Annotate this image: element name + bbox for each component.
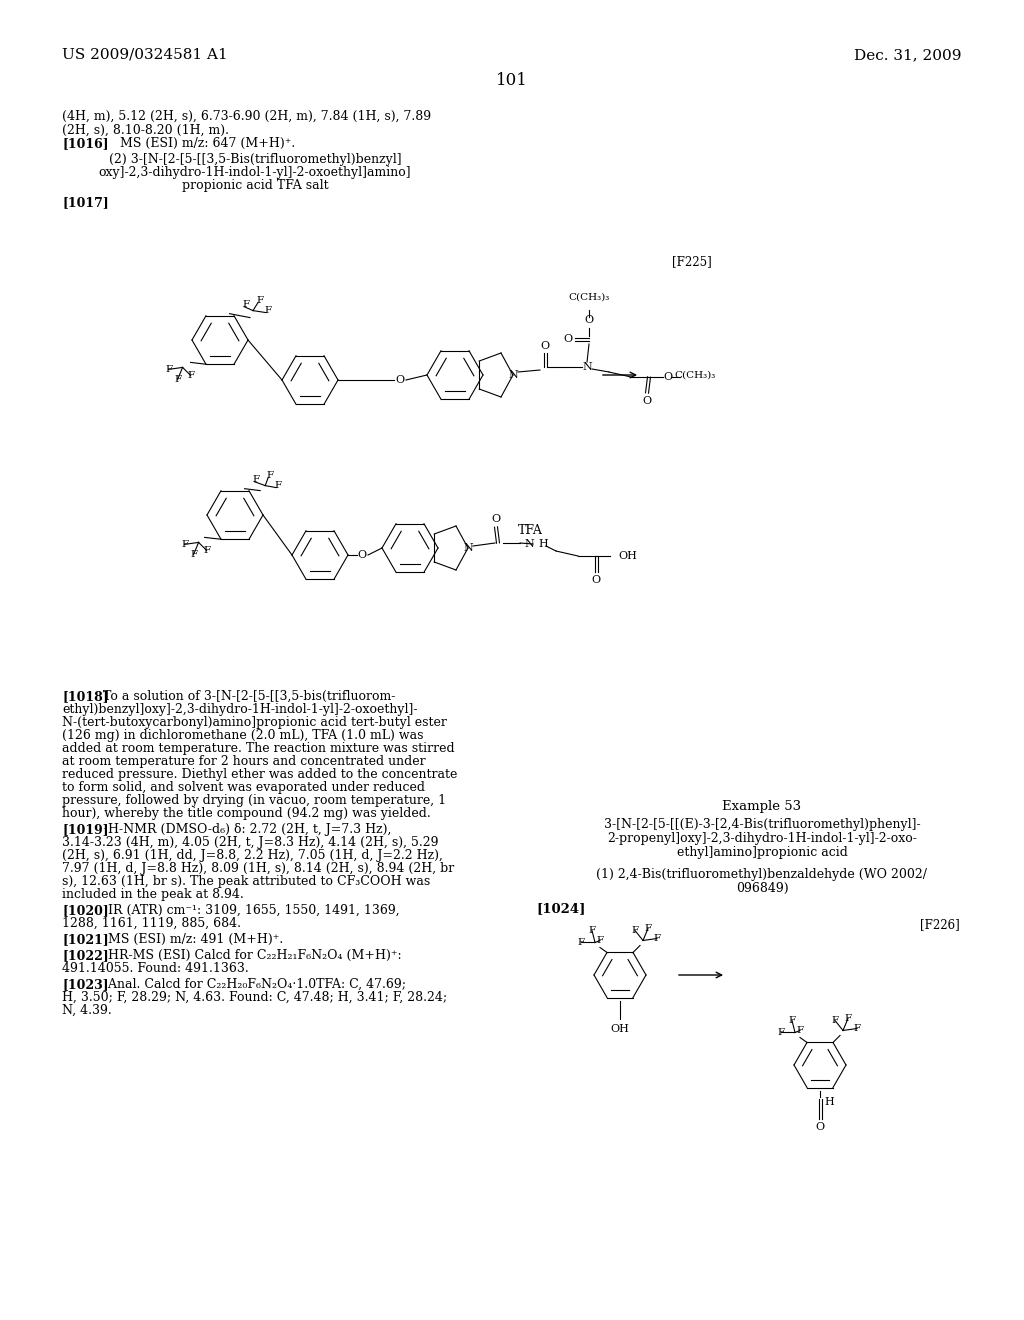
Text: O: O xyxy=(815,1122,824,1133)
Text: 101: 101 xyxy=(496,73,528,88)
Text: F: F xyxy=(797,1026,804,1035)
Text: N-(tert-butoxycarbonyl)amino]propionic acid tert-butyl ester: N-(tert-butoxycarbonyl)amino]propionic a… xyxy=(62,715,446,729)
Text: C(CH₃)₃: C(CH₃)₃ xyxy=(675,371,716,380)
Text: oxy]-2,3-dihydro-1H-indol-1-yl]-2-oxoethyl]amino]: oxy]-2,3-dihydro-1H-indol-1-yl]-2-oxoeth… xyxy=(98,166,412,180)
Text: 1288, 1161, 1119, 885, 684.: 1288, 1161, 1119, 885, 684. xyxy=(62,917,241,931)
Text: F: F xyxy=(253,475,260,484)
Text: 2-propenyl]oxy]-2,3-dihydro-1H-indol-1-yl]-2-oxo-: 2-propenyl]oxy]-2,3-dihydro-1H-indol-1-y… xyxy=(607,832,916,845)
Text: MS (ESI) m/z: 491 (M+H)⁺.: MS (ESI) m/z: 491 (M+H)⁺. xyxy=(100,933,284,946)
Text: F: F xyxy=(632,927,639,935)
Text: C(CH₃)₃: C(CH₃)₃ xyxy=(568,293,609,301)
Text: [F225]: [F225] xyxy=(672,255,712,268)
Text: to form solid, and solvent was evaporated under reduced: to form solid, and solvent was evaporate… xyxy=(62,781,425,795)
Text: F: F xyxy=(578,939,585,946)
Text: F: F xyxy=(777,1028,784,1038)
Text: F: F xyxy=(264,306,271,315)
Text: [1020]: [1020] xyxy=(62,904,109,917)
Text: O: O xyxy=(592,576,600,585)
Text: (2) 3-[N-[2-[5-[[3,5-Bis(trifluoromethyl)benzyl]: (2) 3-[N-[2-[5-[[3,5-Bis(trifluoromethyl… xyxy=(109,153,401,165)
Text: F: F xyxy=(243,300,250,309)
Text: F: F xyxy=(266,471,273,480)
Text: F: F xyxy=(589,927,596,935)
Text: F: F xyxy=(853,1024,860,1034)
Text: ¹H-NMR (DMSO-d₆) δ: 2.72 (2H, t, J=7.3 Hz),: ¹H-NMR (DMSO-d₆) δ: 2.72 (2H, t, J=7.3 H… xyxy=(95,822,391,836)
Text: O: O xyxy=(642,396,651,407)
Text: F: F xyxy=(174,375,181,384)
Text: OH: OH xyxy=(610,1024,630,1034)
Text: F: F xyxy=(653,935,660,942)
Text: pressure, followed by drying (in vacuo, room temperature, 1: pressure, followed by drying (in vacuo, … xyxy=(62,795,446,807)
Text: O: O xyxy=(541,341,550,351)
Text: [1016]: [1016] xyxy=(62,137,109,150)
Text: N: N xyxy=(582,362,592,372)
Text: [1022]: [1022] xyxy=(62,949,109,962)
Text: F: F xyxy=(788,1016,796,1026)
Text: N: N xyxy=(463,543,473,553)
Text: (126 mg) in dichloromethane (2.0 mL), TFA (1.0 mL) was: (126 mg) in dichloromethane (2.0 mL), TF… xyxy=(62,729,424,742)
Text: HR-MS (ESI) Calcd for C₂₂H₂₁F₆N₂O₄ (M+H)⁺:: HR-MS (ESI) Calcd for C₂₂H₂₁F₆N₂O₄ (M+H)… xyxy=(100,949,401,962)
Text: (2H, s), 6.91 (1H, dd, J=8.8, 2.2 Hz), 7.05 (1H, d, J=2.2 Hz),: (2H, s), 6.91 (1H, dd, J=8.8, 2.2 Hz), 7… xyxy=(62,849,442,862)
Text: [1023]: [1023] xyxy=(62,978,109,991)
Text: (1) 2,4-Bis(trifluoromethyl)benzaldehyde (WO 2002/: (1) 2,4-Bis(trifluoromethyl)benzaldehyde… xyxy=(597,869,928,880)
Text: F: F xyxy=(644,924,651,933)
Text: F: F xyxy=(274,480,282,490)
Text: To a solution of 3-[N-[2-[5-[[3,5-bis(trifluorom-: To a solution of 3-[N-[2-[5-[[3,5-bis(tr… xyxy=(95,690,395,704)
Text: O: O xyxy=(395,375,404,385)
Text: F: F xyxy=(165,364,172,374)
Text: (2H, s), 8.10-8.20 (1H, m).: (2H, s), 8.10-8.20 (1H, m). xyxy=(62,124,229,136)
Text: US 2009/0324581 A1: US 2009/0324581 A1 xyxy=(62,48,227,62)
Text: [F226]: [F226] xyxy=(921,917,961,931)
Text: Anal. Calcd for C₂₂H₂₀F₆N₂O₄·1.0TFA: C, 47.69;: Anal. Calcd for C₂₂H₂₀F₆N₂O₄·1.0TFA: C, … xyxy=(100,978,406,991)
Text: Dec. 31, 2009: Dec. 31, 2009 xyxy=(854,48,962,62)
Text: F: F xyxy=(596,936,603,945)
Text: N: N xyxy=(508,370,518,380)
Text: F: F xyxy=(845,1014,852,1023)
Text: F: F xyxy=(203,546,210,554)
Text: [1021]: [1021] xyxy=(62,933,109,946)
Text: F: F xyxy=(190,550,198,558)
Text: [1019]: [1019] xyxy=(62,822,109,836)
Text: at room temperature for 2 hours and concentrated under: at room temperature for 2 hours and conc… xyxy=(62,755,426,768)
Text: O: O xyxy=(585,315,594,325)
Text: [1017]: [1017] xyxy=(62,195,109,209)
Text: O: O xyxy=(664,372,673,381)
Text: H: H xyxy=(538,539,548,549)
Text: F: F xyxy=(187,371,195,380)
Text: 7.97 (1H, d, J=8.8 Hz), 8.09 (1H, s), 8.14 (2H, s), 8.94 (2H, br: 7.97 (1H, d, J=8.8 Hz), 8.09 (1H, s), 8.… xyxy=(62,862,455,875)
Text: added at room temperature. The reaction mixture was stirred: added at room temperature. The reaction … xyxy=(62,742,455,755)
Text: ethyl)benzyl]oxy]-2,3-dihydro-1H-indol-1-yl]-2-oxoethyl]-: ethyl)benzyl]oxy]-2,3-dihydro-1H-indol-1… xyxy=(62,704,418,715)
Text: propionic acid TFA salt: propionic acid TFA salt xyxy=(181,180,329,193)
Text: 3.14-3.23 (4H, m), 4.05 (2H, t, J=8.3 Hz), 4.14 (2H, s), 5.29: 3.14-3.23 (4H, m), 4.05 (2H, t, J=8.3 Hz… xyxy=(62,836,438,849)
Text: F: F xyxy=(831,1016,839,1026)
Text: O: O xyxy=(357,550,367,560)
Text: O: O xyxy=(563,334,572,345)
Text: 096849): 096849) xyxy=(735,882,788,895)
Text: reduced pressure. Diethyl ether was added to the concentrate: reduced pressure. Diethyl ether was adde… xyxy=(62,768,458,781)
Text: H, 3.50; F, 28.29; N, 4.63. Found: C, 47.48; H, 3.41; F, 28.24;: H, 3.50; F, 28.29; N, 4.63. Found: C, 47… xyxy=(62,991,447,1005)
Text: H: H xyxy=(824,1097,834,1107)
Text: 3-[N-[2-[5-[[(E)-3-[2,4-Bis(trifluoromethyl)phenyl]-: 3-[N-[2-[5-[[(E)-3-[2,4-Bis(trifluoromet… xyxy=(604,818,921,832)
Text: TFA: TFA xyxy=(517,524,543,536)
Text: O: O xyxy=(492,513,501,524)
Text: Example 53: Example 53 xyxy=(723,800,802,813)
Text: N: N xyxy=(524,539,534,549)
Text: OH: OH xyxy=(618,550,637,561)
Text: included in the peak at 8.94.: included in the peak at 8.94. xyxy=(62,888,244,902)
Text: hour), whereby the title compound (94.2 mg) was yielded.: hour), whereby the title compound (94.2 … xyxy=(62,807,431,820)
Text: IR (ATR) cm⁻¹: 3109, 1655, 1550, 1491, 1369,: IR (ATR) cm⁻¹: 3109, 1655, 1550, 1491, 1… xyxy=(100,904,399,917)
Text: s), 12.63 (1H, br s). The peak attributed to CF₃COOH was: s), 12.63 (1H, br s). The peak attribute… xyxy=(62,875,430,888)
Text: ethyl]amino]propionic acid: ethyl]amino]propionic acid xyxy=(677,846,848,859)
Text: [1024]: [1024] xyxy=(536,902,586,915)
Text: 491.14055. Found: 491.1363.: 491.14055. Found: 491.1363. xyxy=(62,962,249,975)
Text: N, 4.39.: N, 4.39. xyxy=(62,1005,112,1016)
Text: MS (ESI) m/z: 647 (M+H)⁺.: MS (ESI) m/z: 647 (M+H)⁺. xyxy=(120,137,295,150)
Text: F: F xyxy=(181,540,188,549)
Text: F: F xyxy=(256,296,263,305)
Text: [1018]: [1018] xyxy=(62,690,109,704)
Text: (4H, m), 5.12 (2H, s), 6.73-6.90 (2H, m), 7.84 (1H, s), 7.89: (4H, m), 5.12 (2H, s), 6.73-6.90 (2H, m)… xyxy=(62,110,431,123)
